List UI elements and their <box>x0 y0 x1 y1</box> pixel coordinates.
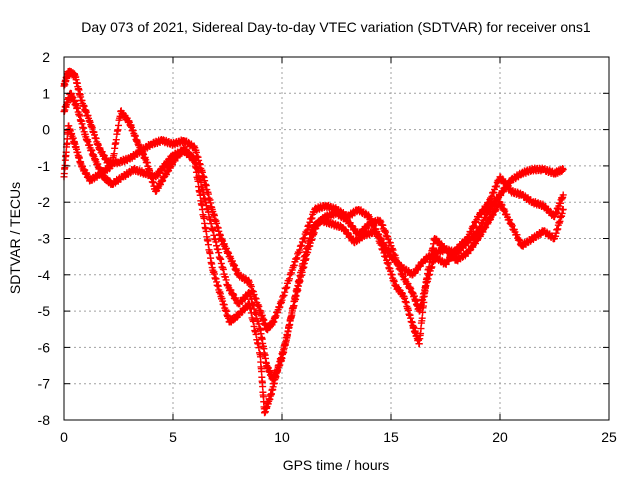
y-tick-label: -6 <box>38 339 51 355</box>
data-point-marker <box>559 191 567 199</box>
y-tick-label: 2 <box>42 49 50 65</box>
x-tick-label: 15 <box>383 429 399 445</box>
y-tick-label: -3 <box>38 231 51 247</box>
x-tick-label: 5 <box>169 429 177 445</box>
y-tick-label: -8 <box>38 412 51 428</box>
y-tick-label: -7 <box>38 376 51 392</box>
y-tick-label: 0 <box>42 122 50 138</box>
y-tick-label: -2 <box>38 194 51 210</box>
grid <box>64 57 609 420</box>
x-tick-label: 20 <box>492 429 508 445</box>
x-axis-label: GPS time / hours <box>283 457 390 473</box>
y-tick-label: -4 <box>38 267 51 283</box>
y-tick-label: -1 <box>38 158 51 174</box>
y-axis-label: SDTVAR / TECUs <box>7 182 23 294</box>
x-tick-label: 0 <box>60 429 68 445</box>
data-points <box>60 67 567 417</box>
data-point-marker <box>559 205 567 213</box>
x-tick-label: 10 <box>274 429 290 445</box>
x-tick-label: 25 <box>601 429 617 445</box>
data-point-marker <box>420 298 428 306</box>
y-tick-label: 1 <box>42 85 50 101</box>
y-tick-label: -5 <box>38 303 51 319</box>
data-point-marker <box>559 166 567 174</box>
chart-title: Day 073 of 2021, Sidereal Day-to-day VTE… <box>81 19 591 35</box>
